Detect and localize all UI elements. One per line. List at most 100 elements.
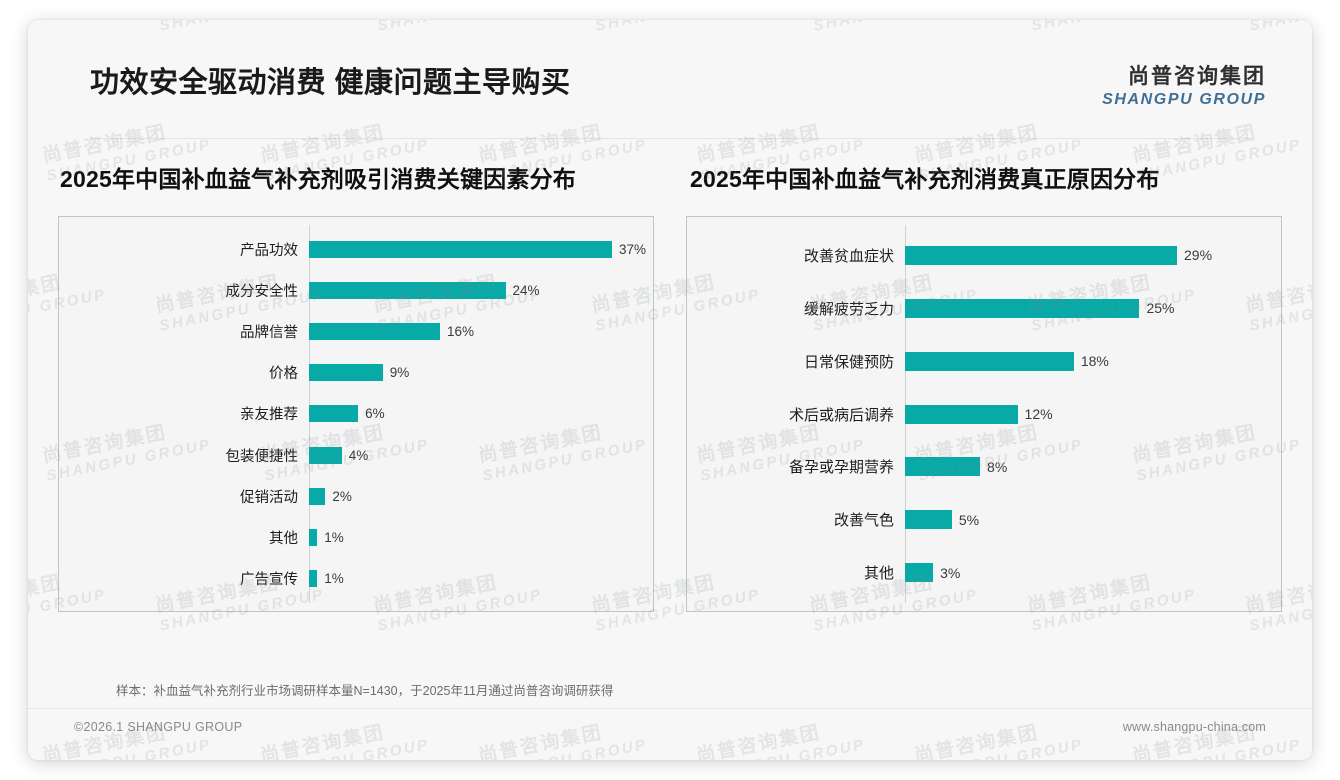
chart-bar — [905, 298, 1140, 318]
logo-english-name: SHANGPU GROUP — [1102, 91, 1266, 108]
chart-bar — [309, 487, 326, 505]
logo-chinese-name: 尚普咨询集团 — [1128, 65, 1266, 88]
bar-area: 1% — [309, 558, 653, 599]
bar-value-label: 29% — [1184, 247, 1213, 264]
chart-bar-row: 亲友推荐 6% — [59, 393, 653, 434]
bar-value-label: 5% — [958, 511, 980, 528]
bar-area: 4% — [309, 435, 653, 476]
chart-bar — [309, 364, 383, 382]
bar-area: 12% — [905, 388, 1281, 441]
bar-category-label: 日常保健预防 — [803, 353, 894, 371]
bar-category-label: 产品功效 — [240, 243, 298, 260]
bar-category-label: 促销活动 — [240, 489, 298, 506]
chart-title-real-reasons: 2025年中国补血益气补充剂消费真正原因分布 — [690, 166, 1160, 192]
chart-bar-row: 成分安全性 24% — [59, 270, 653, 311]
chart-bar-row: 广告宣传 1% — [59, 558, 653, 599]
footer-website[interactable]: www.shangpu-china.com — [1122, 720, 1266, 734]
chart-bar — [309, 528, 318, 546]
bar-category-label: 价格 — [269, 366, 298, 383]
chart-bar — [905, 510, 952, 530]
bar-value-label: 12% — [1024, 406, 1053, 422]
bar-area: 25% — [905, 282, 1281, 335]
bar-value-label: 37% — [619, 242, 647, 258]
chart-bar-row: 备孕或孕期营养 8% — [687, 440, 1281, 493]
bar-value-label: 25% — [1146, 300, 1175, 317]
bar-area: 3% — [905, 546, 1281, 599]
chart-bar-row: 日常保健预防 18% — [687, 335, 1281, 388]
slide-header: 功效安全驱动消费 健康问题主导购买 尚普咨询集团 SHANGPU GROUP — [28, 20, 1312, 139]
brand-logo: 尚普咨询集团 SHANGPU GROUP — [1102, 66, 1266, 108]
bar-area: 29% — [905, 229, 1281, 282]
bar-value-label: 24% — [512, 283, 540, 299]
bar-category-label: 品牌信誉 — [240, 325, 298, 342]
slide-card: 功效安全驱动消费 健康问题主导购买 尚普咨询集团 SHANGPU GROUP 2… — [28, 20, 1312, 760]
bar-value-label: 6% — [365, 406, 385, 422]
bar-value-label: 1% — [324, 570, 344, 586]
chart-plot-area-real-reasons: 改善贫血症状 29% 缓解疲劳乏力 25% 日常保健预防 18% 术后或病后调养 12% 备孕或… — [686, 216, 1282, 612]
bar-category-label: 亲友推荐 — [240, 407, 298, 424]
chart-bar-row: 价格 9% — [59, 352, 653, 393]
chart-bar-row: 术后或病后调养 12% — [687, 388, 1281, 441]
bar-area: 1% — [309, 517, 653, 558]
bar-value-label: 1% — [324, 529, 344, 545]
chart-bar-row: 缓解疲劳乏力 25% — [687, 282, 1281, 335]
bar-category-label: 广告宣传 — [240, 571, 298, 588]
chart-bar — [309, 323, 441, 341]
bar-value-label: 4% — [348, 447, 369, 463]
chart-bar — [309, 405, 359, 423]
chart-bar — [309, 282, 506, 300]
bar-area: 37% — [309, 229, 653, 270]
bar-area: 16% — [309, 311, 653, 352]
bar-category-label: 成分安全性 — [225, 284, 299, 301]
bar-category-label: 备孕或孕期营养 — [788, 459, 894, 477]
bar-value-label: 8% — [987, 458, 1008, 475]
chart-bar-row: 包装便捷性 4% — [59, 435, 653, 476]
bar-value-label: 9% — [389, 365, 410, 381]
sample-footnote: 样本：补血益气补充剂行业市场调研样本量N=1430，于2025年11月通过尚普咨… — [116, 684, 614, 698]
bar-area: 8% — [905, 440, 1281, 493]
footer-copyright: ©2026.1 SHANGPU GROUP — [74, 720, 243, 734]
footer-divider — [28, 708, 1312, 709]
chart-plot-area-key-factors: 产品功效 37% 成分安全性 24% 品牌信誉 16% 价格 9% 亲友推荐 6% 包装便捷性 4% 促… — [58, 216, 654, 612]
chart-bar-row: 其他 3% — [687, 546, 1281, 599]
bar-category-label: 包装便捷性 — [225, 448, 299, 465]
bar-value-label: 18% — [1080, 353, 1109, 370]
chart-bar — [905, 245, 1177, 265]
page-title: 功效安全驱动消费 健康问题主导购买 — [90, 67, 571, 99]
bar-value-label: 3% — [940, 564, 961, 581]
bar-area: 24% — [309, 270, 653, 311]
chart-rows-key-factors: 产品功效 37% 成分安全性 24% 品牌信誉 16% 价格 9% 亲友推荐 6% 包装便捷性 4% 促… — [59, 217, 653, 611]
bar-category-label: 术后或病后调养 — [788, 406, 894, 424]
bar-category-label: 其他 — [863, 565, 894, 583]
chart-bar — [905, 457, 981, 477]
chart-panel-real-reasons: 2025年中国补血益气补充剂消费真正原因分布 改善贫血症状 29% 缓解疲劳乏力 25… — [686, 160, 1282, 612]
bar-value-label: 2% — [332, 488, 352, 504]
chart-bar — [905, 404, 1018, 424]
bar-value-label: 16% — [447, 324, 475, 340]
bar-category-label: 改善贫血症状 — [803, 247, 894, 265]
bar-category-label: 缓解疲劳乏力 — [803, 300, 894, 318]
chart-bar — [309, 569, 318, 587]
chart-bar — [905, 351, 1074, 371]
chart-bar-row: 产品功效 37% — [59, 229, 653, 270]
bar-area: 9% — [309, 352, 653, 393]
bar-category-label: 改善气色 — [833, 512, 894, 530]
chart-bar-row: 品牌信誉 16% — [59, 311, 653, 352]
chart-bar — [309, 241, 612, 259]
chart-bar-row: 改善贫血症状 29% — [687, 229, 1281, 282]
header-divider — [90, 138, 1252, 139]
bar-area: 18% — [905, 335, 1281, 388]
bar-area: 2% — [309, 476, 653, 517]
chart-bar — [309, 446, 342, 464]
chart-panel-key-factors: 2025年中国补血益气补充剂吸引消费关键因素分布 产品功效 37% 成分安全性 24%… — [58, 160, 654, 612]
bar-area: 5% — [905, 493, 1281, 546]
chart-title-key-factors: 2025年中国补血益气补充剂吸引消费关键因素分布 — [60, 166, 576, 192]
chart-bar-row: 其他 1% — [59, 517, 653, 558]
bar-area: 6% — [309, 393, 653, 434]
chart-rows-real-reasons: 改善贫血症状 29% 缓解疲劳乏力 25% 日常保健预防 18% 术后或病后调养 12% 备孕或… — [687, 217, 1281, 611]
bar-category-label: 其他 — [269, 530, 298, 547]
